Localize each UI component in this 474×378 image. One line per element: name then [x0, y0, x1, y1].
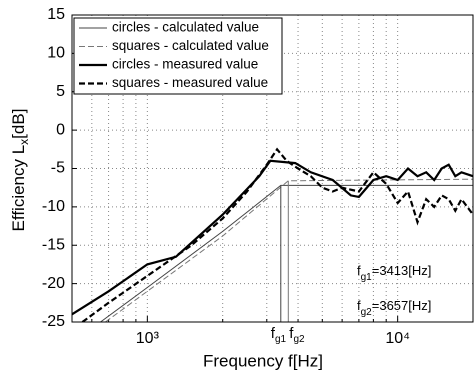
legend-box — [73, 17, 283, 95]
y-tick-label: -25 — [42, 313, 65, 330]
y-tick-label: -5 — [51, 160, 65, 177]
y-label-rest: [dB] — [9, 109, 28, 139]
cutoff-label-sub: g1 — [275, 334, 287, 345]
annotation: fg2=3657[Hz] — [357, 298, 431, 317]
annotation-base: f — [357, 263, 361, 278]
cutoff-label-base: f — [289, 325, 294, 342]
cutoff-label: fg1 — [271, 325, 287, 345]
x-tick-label: 10⁴ — [385, 330, 410, 347]
y-axis-label: Efficiency Lx[dB] — [9, 109, 31, 232]
cutoff-label: fg2 — [289, 325, 305, 345]
y-tick-label: -15 — [42, 236, 65, 253]
series-line — [72, 159, 474, 316]
legend-label: squares - measured value — [112, 75, 268, 90]
plot-frame — [71, 14, 474, 323]
annotation-sub: g2 — [361, 307, 373, 318]
series-line — [105, 178, 474, 322]
legend-label: squares - calculated value — [112, 38, 269, 53]
y-tick-label: 10 — [47, 45, 65, 62]
y-tick-label: 5 — [56, 83, 65, 100]
y-tick-label: -10 — [42, 198, 65, 215]
annotation-rest: =3413[Hz] — [372, 263, 432, 278]
y-tick-label: 0 — [56, 121, 65, 138]
y-tick-label: -20 — [42, 275, 65, 292]
annotation-sub: g1 — [361, 272, 373, 283]
annotation: fg1=3413[Hz] — [357, 263, 431, 282]
cutoff-label-base: f — [271, 325, 276, 342]
cutoff-label-sub: g2 — [293, 334, 305, 345]
lines — [72, 147, 474, 322]
annotation-rest: =3657[Hz] — [372, 298, 432, 313]
x-axis-label: Frequency f[Hz] — [203, 351, 323, 370]
legend: circles - calculated value squares - calc… — [73, 17, 283, 95]
y-tick-label: 15 — [47, 6, 65, 23]
legend-label: circles - calculated value — [112, 20, 259, 35]
series-line — [81, 147, 474, 322]
y-label-base: Efficiency L — [9, 145, 28, 232]
series-line — [100, 184, 473, 322]
legend-label: circles - measured value — [112, 57, 258, 72]
annotation-base: f — [357, 298, 361, 313]
x-tick-label: 10³ — [136, 330, 160, 347]
y-label-sub: x — [17, 139, 31, 145]
